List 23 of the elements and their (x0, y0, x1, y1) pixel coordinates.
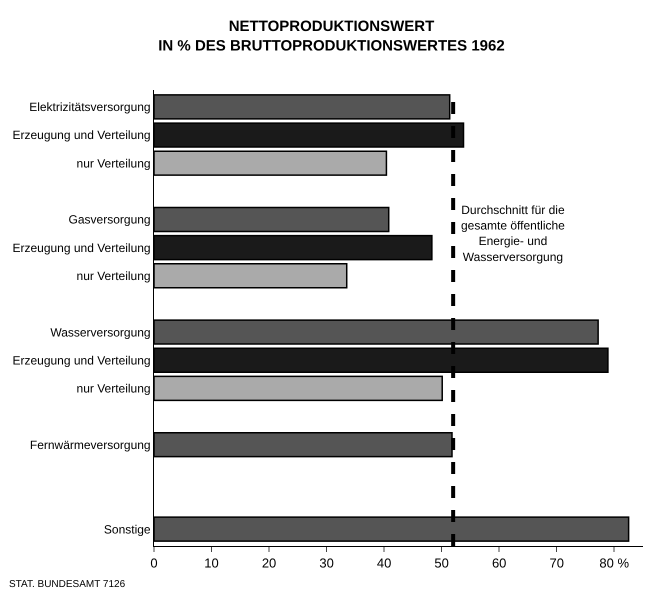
y-tick-label: Sonstige (104, 522, 151, 536)
y-tick-label: Elektrizitätsversorgung (29, 100, 151, 114)
x-tick-label: 80 % (599, 556, 630, 571)
y-tick-label: nur Verteilung (76, 156, 151, 170)
y-tick-label: Gasversorgung (68, 212, 151, 227)
y-tick-label: Erzeugung und Verteilung (12, 128, 151, 142)
x-tick-label: 10 (204, 556, 219, 571)
x-tick-label: 50 (434, 556, 449, 571)
chart-title: NETTOPRODUKTIONSWERT IN % DES BRUTTOPRODUKTIONSWERTES 1962 (158, 18, 505, 54)
x-tick-label: 40 (376, 556, 392, 571)
ref-line-label: Durchschnitt für die gesamte öffentliche Energie- und Wasserversorgung (461, 203, 566, 264)
y-tick-label: nur Verteilung (76, 268, 151, 283)
y-tick-label: Wasserversorgung (50, 325, 151, 340)
x-tick-label: 20 (262, 556, 276, 571)
x-tick-label: 0 (150, 556, 158, 571)
y-tick-label: Erzeugung und Verteilung (12, 240, 151, 255)
x-tick-label: 30 (319, 556, 334, 571)
y-tick-label: nur Verteilung (76, 382, 151, 396)
text: STAT. BUNDESAMT 7126 (9, 579, 126, 590)
x-tick-label: 70 (549, 556, 564, 571)
y-tick-label: Fernwärmeversorgung (30, 438, 151, 452)
y-tick-label: Erzeugung und Verteilung (12, 353, 151, 368)
x-tick-label: 60 (492, 556, 506, 571)
